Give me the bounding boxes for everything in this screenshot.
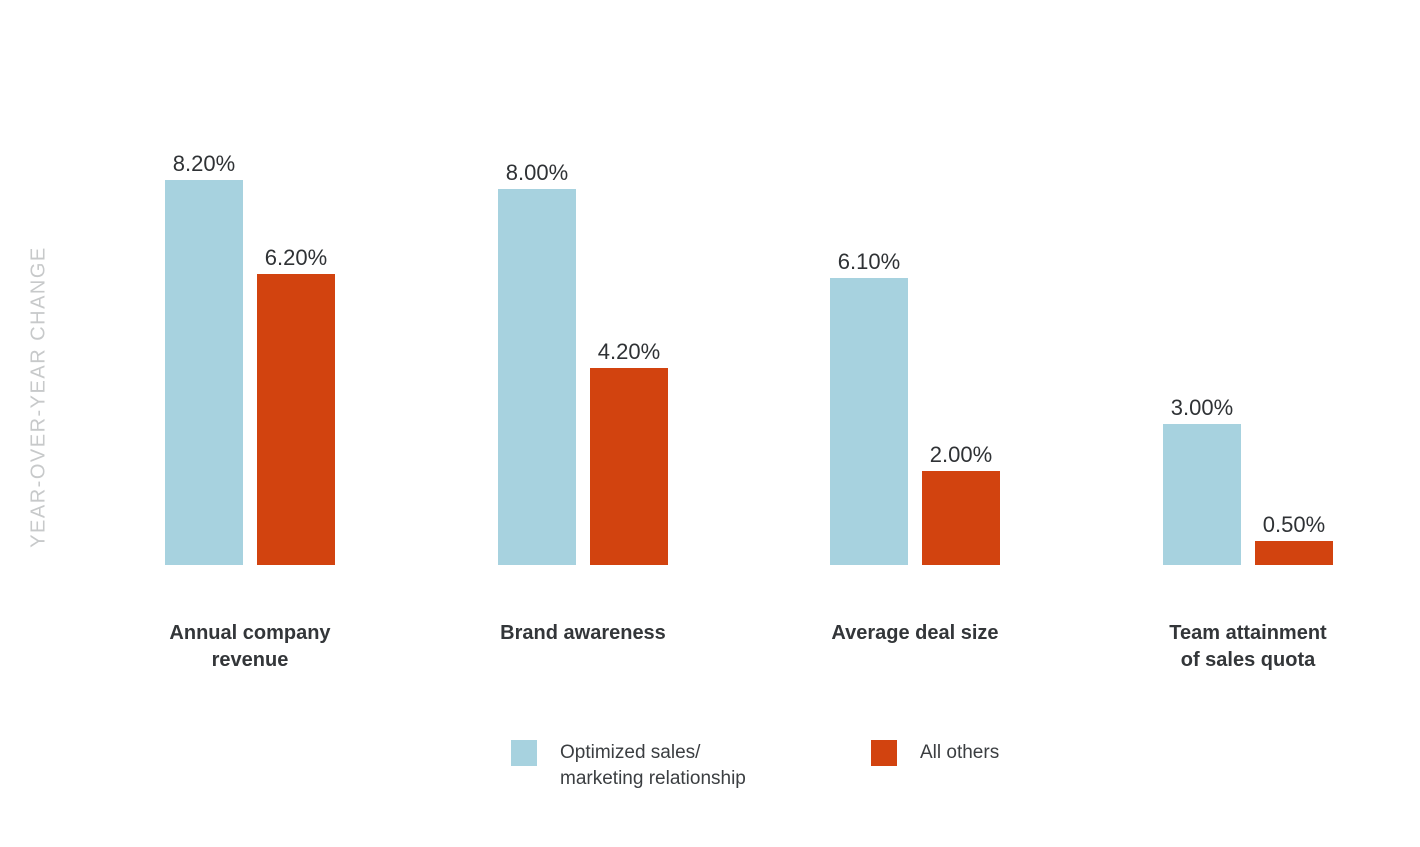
category-label: Brand awareness: [500, 622, 666, 644]
bar: [1255, 541, 1333, 565]
legend-item-optimized: Optimized sales/ marketing relationship: [511, 740, 746, 792]
bar: [590, 368, 668, 565]
bar-value-label: 6.10%: [837, 249, 901, 274]
bar: [257, 274, 335, 565]
legend-label-optimized: Optimized sales/ marketing relationship: [560, 742, 746, 789]
bar-value-label: 3.00%: [1170, 395, 1234, 420]
legend-swatch-all-others: [871, 740, 897, 766]
bar: [1163, 424, 1241, 565]
plot-area: 8.20% 6.20% 8.00% 4.20% 6.10% 2.00% 3.00% 0.50%: [165, 151, 1333, 565]
bar: [498, 189, 576, 565]
legend-swatch-optimized: [511, 740, 537, 766]
bar-value-label: 6.20%: [264, 245, 328, 270]
bar-value-label: 8.20%: [172, 151, 236, 176]
category-label: Annual company revenue: [169, 622, 331, 671]
bar: [922, 471, 1000, 565]
category-label: Average deal size: [831, 622, 999, 644]
bar: [830, 278, 908, 565]
bar-value-label: 0.50%: [1262, 512, 1326, 537]
category-label: Team attainment of sales quota: [1169, 622, 1327, 671]
bar-value-label: 2.00%: [929, 442, 993, 467]
bar-value-label: 8.00%: [505, 160, 569, 185]
bar: [165, 180, 243, 565]
legend-item-all-others: All others: [871, 740, 999, 766]
bar-value-label: 4.20%: [597, 339, 661, 364]
legend-label-all-others: All others: [920, 742, 1000, 763]
